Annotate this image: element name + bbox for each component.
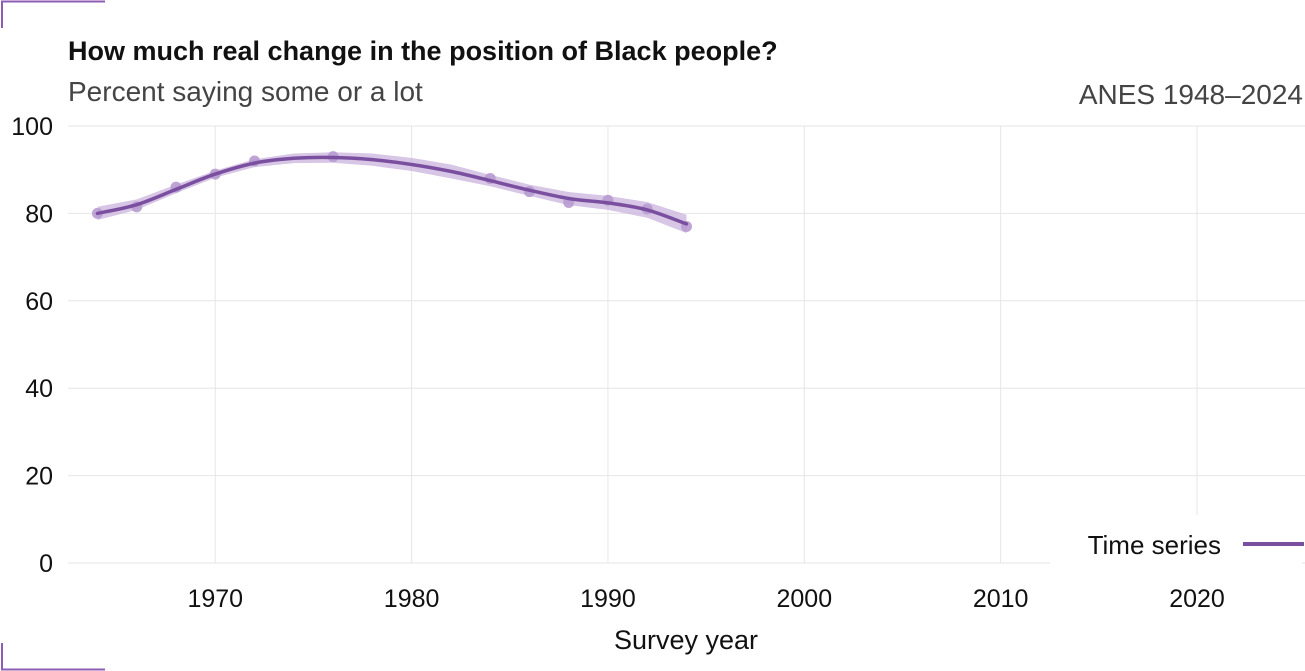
- trend-line-layer: [95, 155, 689, 226]
- y-tick-label: 60: [25, 288, 53, 316]
- chart-subtitle: Percent saying some or a lot: [68, 76, 423, 107]
- legend-label-time-series: Time series: [1088, 530, 1221, 560]
- x-tick-label: 1980: [384, 585, 440, 613]
- chart-title: How much real change in the position of …: [68, 36, 778, 66]
- axis-layer: 0 20 40 60 80 100 1970 1980 1990 2000 2010 2020: [11, 113, 1225, 613]
- y-tick-label: 0: [39, 550, 53, 578]
- series-line-time-series: [95, 155, 689, 226]
- y-tick-label: 40: [25, 375, 53, 403]
- x-tick-label: 1970: [187, 585, 243, 613]
- x-tick-label: 2020: [1169, 585, 1225, 613]
- x-tick-label: 1990: [580, 585, 636, 613]
- x-tick-label: 2000: [776, 585, 832, 613]
- corner-bracket-bottom: [1, 643, 105, 671]
- corner-bracket-top: [1, 0, 105, 28]
- y-tick-label: 100: [11, 113, 53, 141]
- x-tick-label: 2010: [973, 585, 1029, 613]
- chart-source-label: ANES 1948–2024: [1078, 79, 1303, 110]
- legend: Time series: [1050, 515, 1304, 575]
- y-tick-label: 20: [25, 463, 53, 491]
- points-layer: [91, 151, 692, 233]
- y-tick-label: 80: [25, 200, 53, 228]
- x-axis-title: Survey year: [614, 625, 758, 655]
- confidence-band: [97, 152, 687, 234]
- grid-layer: [68, 125, 1305, 564]
- confidence-band-layer: [97, 152, 687, 234]
